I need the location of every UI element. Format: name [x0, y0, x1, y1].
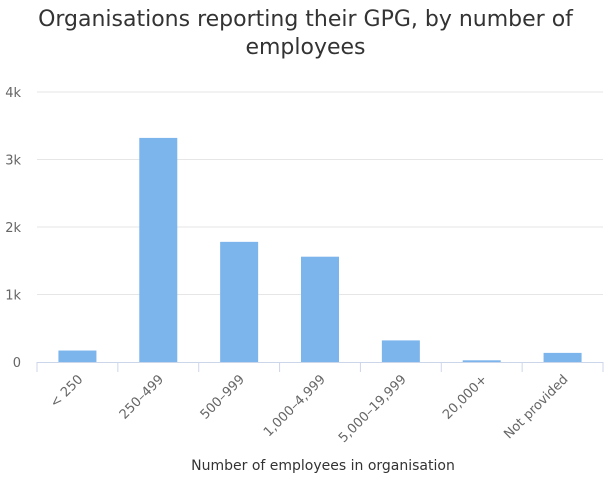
- bar[interactable]: [381, 340, 420, 362]
- x-axis-title: Number of employees in organisation: [191, 458, 455, 474]
- bars: [58, 137, 582, 362]
- y-axis-tick-labels: 0 1k 2k 3k 4k: [5, 86, 21, 371]
- x-tick-label: Not provided: [501, 372, 571, 442]
- y-tick-label: 4k: [5, 86, 21, 101]
- chart-title-line-2: employees: [245, 35, 366, 60]
- x-axis: [36, 362, 604, 372]
- y-tick-label: 3k: [5, 154, 21, 169]
- bar[interactable]: [301, 256, 339, 362]
- y-tick-label: 0: [13, 356, 21, 371]
- x-tick-label: 1,000–4,999: [261, 372, 329, 440]
- x-tick-label: 20,000+: [440, 372, 490, 422]
- bar[interactable]: [58, 350, 97, 362]
- x-tick-label: 5,000–19,999: [336, 372, 410, 446]
- x-tick-label: 500–999: [198, 372, 248, 422]
- bar[interactable]: [543, 352, 582, 362]
- bar[interactable]: [139, 137, 178, 362]
- x-axis-tick-labels: < 250 250–499 500–999 1,000–4,999 5,000–19,9…: [47, 372, 571, 446]
- x-tick-label: 250–499: [117, 372, 167, 422]
- chart-title-line-1: Organisations reporting their GPG, by nu…: [38, 7, 573, 32]
- y-tick-label: 1k: [5, 289, 21, 304]
- bar[interactable]: [462, 360, 501, 362]
- x-tick-label: < 250: [47, 372, 86, 411]
- chart-title: Organisations reporting their GPG, by nu…: [0, 6, 611, 62]
- bar[interactable]: [220, 241, 259, 362]
- y-tick-label: 2k: [5, 221, 21, 236]
